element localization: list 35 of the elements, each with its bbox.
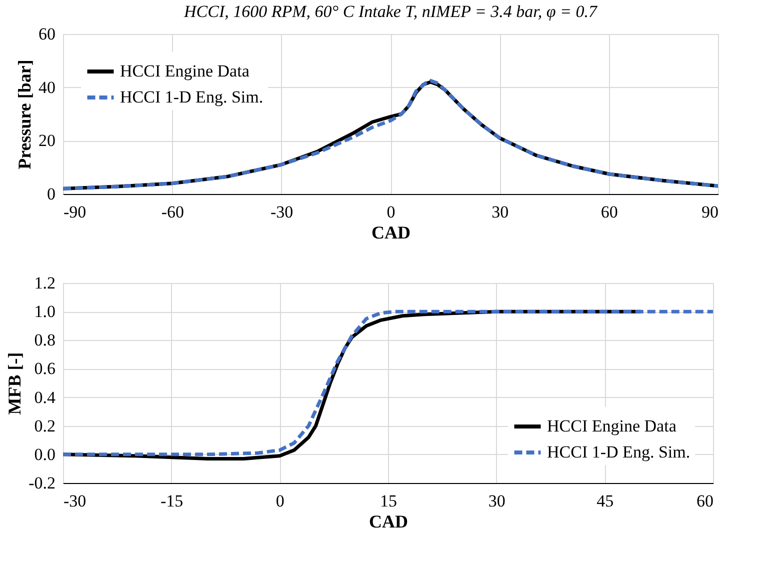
legend-label: HCCI 1-D Eng. Sim. bbox=[547, 442, 690, 462]
x-tick-label: 30 bbox=[488, 492, 506, 510]
x-tick-label: 60 bbox=[696, 492, 714, 510]
y-tick-label: 0.8 bbox=[34, 330, 56, 350]
legend-label: HCCI Engine Data bbox=[547, 416, 677, 436]
x-tick-label: 0 bbox=[386, 202, 396, 222]
y-tick-label: 0.0 bbox=[34, 444, 56, 464]
x-tick-label: -30 bbox=[64, 492, 86, 510]
x-tick-label: -90 bbox=[64, 202, 86, 222]
x-tick-label: 90 bbox=[702, 202, 718, 222]
y-tick-label: 0.2 bbox=[34, 416, 56, 436]
y-tick-label: 40 bbox=[38, 78, 56, 97]
legend-label: HCCI Engine Data bbox=[120, 62, 250, 80]
x-tick-label: -30 bbox=[270, 202, 294, 222]
x-tick-label: -60 bbox=[161, 202, 184, 222]
x-axis-title: CAD bbox=[369, 512, 408, 532]
x-tick-label: -15 bbox=[160, 492, 184, 510]
y-axis-title: Pressure [bar] bbox=[14, 60, 34, 170]
x-tick-label: 15 bbox=[380, 492, 397, 510]
x-tick-label: 45 bbox=[596, 492, 614, 510]
x-axis-title: CAD bbox=[372, 222, 410, 242]
y-tick-label: 1.2 bbox=[34, 274, 56, 292]
y-axis-title: MFB [-] bbox=[4, 352, 25, 415]
y-tick-label: 0 bbox=[47, 184, 56, 204]
x-tick-label: 30 bbox=[492, 202, 509, 222]
y-tick-label: -0.2 bbox=[28, 474, 56, 492]
y-tick-label: 20 bbox=[38, 131, 56, 150]
legend-label: HCCI 1-D Eng. Sim. bbox=[120, 88, 264, 106]
y-tick-label: 0.6 bbox=[34, 359, 56, 378]
chart-title: HCCI, 1600 RPM, 60° C Intake T, nIMEP = 3.4 bar, φ = 0.7 bbox=[183, 2, 598, 21]
x-tick-label: 0 bbox=[276, 492, 284, 510]
x-tick-label: 60 bbox=[600, 202, 618, 222]
y-tick-label: 1.0 bbox=[34, 302, 56, 322]
y-tick-label: 0.4 bbox=[34, 388, 56, 407]
y-tick-label: 60 bbox=[38, 24, 56, 44]
